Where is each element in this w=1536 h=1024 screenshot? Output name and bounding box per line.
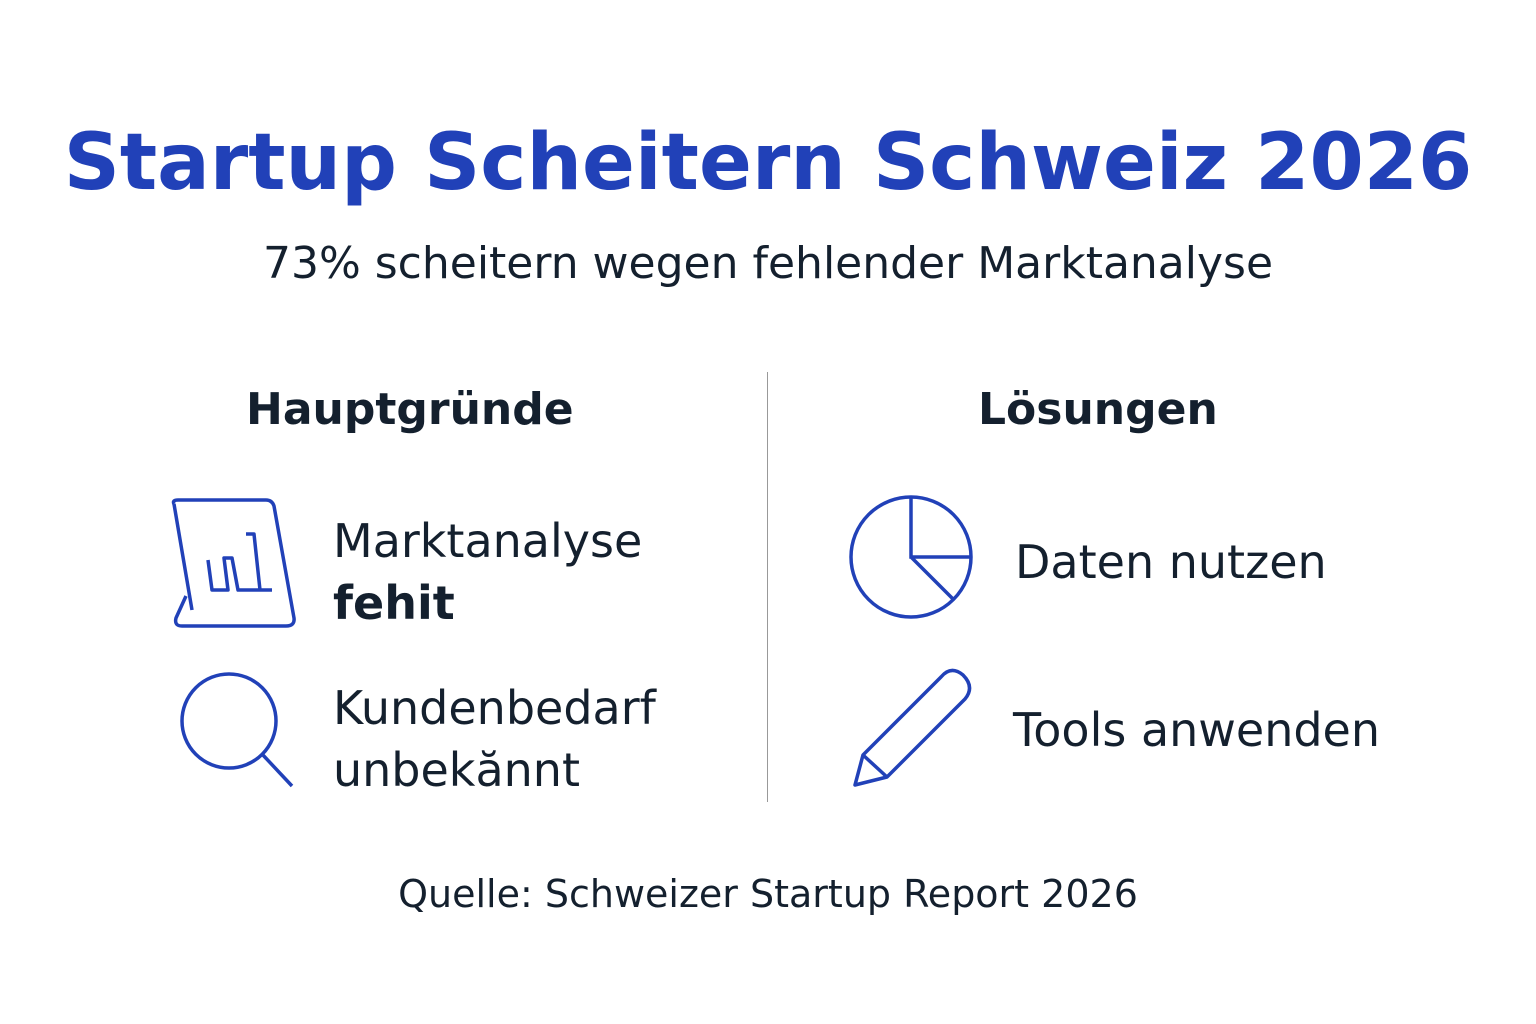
subtitle: 73% scheitern wegen fehlender Marktanaly… bbox=[262, 238, 1274, 289]
reason-1-line1: Marktanalyse bbox=[333, 514, 643, 568]
solution-2: Tools anwenden bbox=[1013, 703, 1381, 757]
pie-chart-icon bbox=[849, 495, 973, 619]
reason-1-line2: fehit bbox=[333, 576, 455, 630]
magnifier-icon bbox=[180, 672, 294, 788]
source-note: Quelle: Schweizer Startup Report 2026 bbox=[398, 872, 1138, 916]
divider bbox=[767, 372, 768, 802]
heading-hauptgruende: Hauptgründe bbox=[246, 384, 574, 435]
heading-loesungen: Lösungen bbox=[978, 384, 1218, 435]
page-title: Startup Scheitern Schweiz 2026 bbox=[63, 118, 1473, 208]
pencil-icon bbox=[853, 668, 972, 787]
reason-2-line1: Kundenbedarf bbox=[333, 681, 656, 735]
solution-1: Daten nutzen bbox=[1015, 535, 1327, 589]
reason-2: Kundenbedarf unbekănnt bbox=[333, 677, 656, 801]
reason-2-line2: unbekănnt bbox=[333, 743, 580, 797]
chart-tablet-icon bbox=[171, 498, 296, 628]
reason-1: Marktanalyse fehit bbox=[333, 510, 642, 634]
